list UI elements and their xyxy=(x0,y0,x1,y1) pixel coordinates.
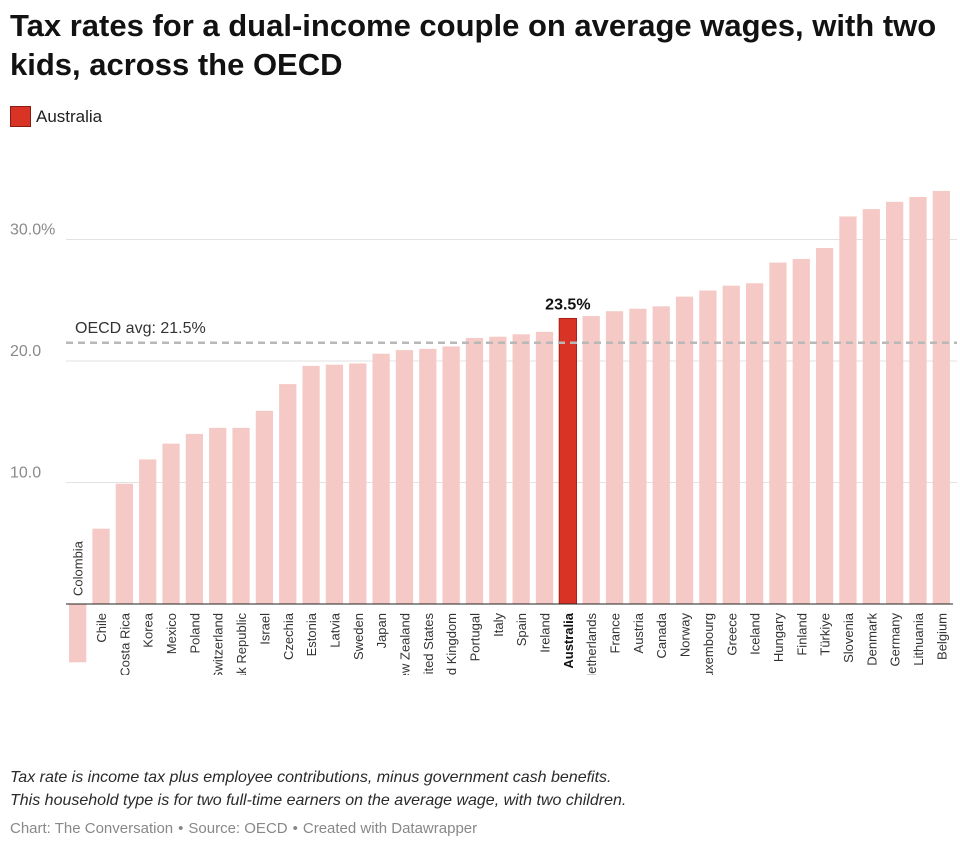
x-tick-label: Lithuania xyxy=(911,612,926,666)
bar-chile xyxy=(92,528,110,604)
legend: Australia xyxy=(10,106,102,127)
bar-norway xyxy=(675,296,694,604)
x-tick-label: Hungary xyxy=(771,613,786,663)
footer-separator: • xyxy=(292,820,298,837)
x-tick-label: Korea xyxy=(141,612,156,647)
x-tick-label: Estonia xyxy=(304,612,319,656)
legend-swatch-australia xyxy=(10,106,31,127)
y-tick-label: 20.0 xyxy=(10,343,41,360)
footer-credit: Chart: The Conversation xyxy=(10,820,174,837)
x-tick-label: Australia xyxy=(561,612,576,668)
x-tick-label: Slovak Republic xyxy=(234,613,249,675)
bar-australia xyxy=(558,317,577,605)
x-tick-label: Portugal xyxy=(467,613,482,662)
y-tick-label: 10.0 xyxy=(10,465,41,482)
bar-austria xyxy=(629,308,647,604)
x-tick-label: New Zealand xyxy=(397,613,412,675)
bar-israel xyxy=(255,410,274,604)
x-tick-label: Belgium xyxy=(934,613,949,660)
bar-chart: 10.0 20.0 30.0% Colombia Chile Costa Rica Kore… xyxy=(10,190,957,675)
bar-korea xyxy=(139,459,157,604)
bar-t-rkiye xyxy=(815,248,834,604)
bar-spain xyxy=(512,334,530,604)
bar-sweden xyxy=(349,363,367,604)
note-line-2: This household type is for two full-time… xyxy=(10,792,627,809)
bar-italy xyxy=(489,336,507,604)
note-line-1: Tax rate is income tax plus employee con… xyxy=(10,769,612,786)
chart-note: Tax rate is income tax plus employee con… xyxy=(10,766,950,812)
x-tick-label: Ireland xyxy=(538,613,553,653)
x-tick-label: Türkiye xyxy=(818,613,833,656)
bar-lithuania xyxy=(909,196,927,604)
x-tick-label: Spain xyxy=(514,613,529,646)
bar-czechia xyxy=(279,384,297,604)
x-tick-label: Austria xyxy=(631,612,646,653)
bar-hungary xyxy=(769,262,787,604)
x-tick-label: Latvia xyxy=(327,612,342,647)
bar-portugal xyxy=(465,337,484,604)
bar-ireland xyxy=(535,331,554,604)
footer-source: Source: OECD xyxy=(188,820,288,837)
bar-belgium xyxy=(932,190,950,604)
bar-france xyxy=(605,311,624,604)
x-tick-label: France xyxy=(608,613,623,653)
x-tick-label: Greece xyxy=(724,613,739,656)
bar-netherlands xyxy=(582,316,600,604)
x-tick-label: Sweden xyxy=(351,613,366,660)
bar-poland xyxy=(185,433,204,604)
x-tick-label: Canada xyxy=(654,612,669,658)
x-tick-label: Germany xyxy=(888,613,903,667)
bar-united-states xyxy=(419,348,437,604)
x-tick-label: Netherlands xyxy=(584,613,599,675)
x-tick-label: Costa Rica xyxy=(117,612,132,675)
x-tick-label: Czechia xyxy=(281,612,296,660)
bar-slovenia xyxy=(839,216,857,605)
bar-new-zealand xyxy=(395,350,414,604)
bar-canada xyxy=(652,306,670,604)
oecd-average-label: OECD avg: 21.5% xyxy=(75,320,206,337)
x-tick-label: United Kingdom xyxy=(444,613,459,675)
bar-germany xyxy=(886,201,904,604)
bar-latvia xyxy=(325,364,344,604)
chart-title: Tax rates for a dual-income couple on av… xyxy=(10,8,937,82)
chart-footer: Chart: The Conversation • Source: OECD • Cre… xyxy=(10,820,477,837)
bar-iceland xyxy=(745,283,764,604)
x-tick-label: Poland xyxy=(187,613,202,653)
x-tick-label: Luxembourg xyxy=(701,613,716,675)
legend-label: Australia xyxy=(36,106,103,126)
bar-estonia xyxy=(302,365,320,604)
x-tick-label: Japan xyxy=(374,613,389,648)
footer-separator: • xyxy=(178,820,184,837)
footer-created-with: Created with Datawrapper xyxy=(302,820,478,837)
bar-mexico xyxy=(162,443,180,604)
x-tick-label: Colombia xyxy=(71,540,86,596)
x-tick-label: Finland xyxy=(794,613,809,656)
x-tick-label: Italy xyxy=(491,613,506,637)
y-tick-label: 30.0% xyxy=(10,222,55,239)
bar-denmark xyxy=(862,209,880,605)
x-tick-label: Chile xyxy=(94,613,109,643)
bar-united-kingdom xyxy=(442,346,460,604)
x-tick-label: Iceland xyxy=(748,613,763,655)
bar-colombia xyxy=(69,604,87,663)
bar-japan xyxy=(372,353,390,604)
x-tick-label: Israel xyxy=(257,613,272,645)
bar-finland xyxy=(792,258,810,604)
bar-slovak-republic xyxy=(232,427,250,604)
highlight-data-label: 23.5% xyxy=(545,296,590,313)
x-tick-label: Slovenia xyxy=(841,612,856,663)
x-tick-label: Norway xyxy=(678,613,693,658)
bar-costa-rica xyxy=(115,483,133,604)
bar-switzerland xyxy=(209,427,227,604)
x-tick-label: United States xyxy=(421,613,436,675)
bar-greece xyxy=(722,285,740,604)
bar-luxembourg xyxy=(699,290,717,604)
x-tick-label: Denmark xyxy=(864,613,879,666)
x-tick-label: Mexico xyxy=(164,613,179,654)
x-tick-label: Switzerland xyxy=(211,613,226,675)
